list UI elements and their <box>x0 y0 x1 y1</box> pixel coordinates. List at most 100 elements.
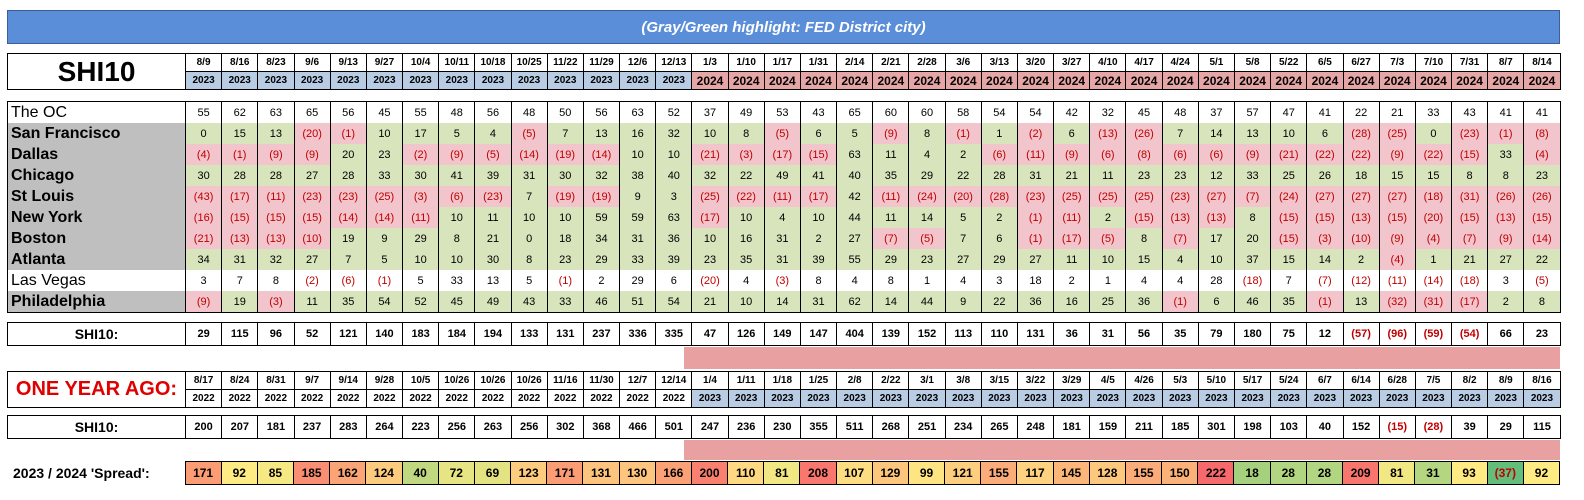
ago-date-cell: 5/24 <box>1270 371 1308 390</box>
value-cell: (25) <box>691 186 729 207</box>
value-cell: 22 <box>980 291 1018 313</box>
spread-cell: 31 <box>1414 461 1452 485</box>
ago-year-cell: 2023 <box>799 389 838 408</box>
total-cell: 152 <box>908 322 946 346</box>
value-cell: 63 <box>836 144 874 165</box>
value-cell: 10 <box>727 207 765 228</box>
value-cell: 19 <box>221 291 259 313</box>
value-cell: 4 <box>944 270 982 291</box>
ago-year-cell: 2023 <box>1089 389 1127 408</box>
value-cell: 52 <box>402 291 440 313</box>
value-cell: 37 <box>1233 249 1272 270</box>
value-cell: (25) <box>1378 123 1416 144</box>
value-cell: 10 <box>438 249 476 270</box>
value-cell: 22 <box>1523 249 1561 270</box>
date-cell: 4/17 <box>1125 53 1163 72</box>
ago-date-cell: 1/18 <box>763 371 801 390</box>
ago-year-cell: 2022 <box>655 389 693 408</box>
ago-total-cell: 368 <box>582 415 621 439</box>
ago-date-cell: 1/25 <box>799 371 838 390</box>
spread-cell: 185 <box>293 461 331 485</box>
spread-cell: 117 <box>1016 461 1054 485</box>
value-cell: 48 <box>510 101 548 123</box>
value-cell: 23 <box>908 249 946 270</box>
value-cell: 13 <box>582 123 621 144</box>
date-cell: 5/1 <box>1197 53 1235 72</box>
value-cell: 14 <box>1197 123 1235 144</box>
ago-year-cell: 2023 <box>908 389 946 408</box>
value-cell: 23 <box>365 144 404 165</box>
value-cell: 32 <box>582 165 621 186</box>
total-cell: 194 <box>474 322 512 346</box>
ago-date-cell: 6/7 <box>1306 371 1344 390</box>
spread-cell: 162 <box>329 461 367 485</box>
total-cell: 36 <box>1053 322 1091 346</box>
value-cell: (5) <box>908 228 946 249</box>
value-cell: 60 <box>908 101 946 123</box>
value-cell: (21) <box>691 144 729 165</box>
total-cell: (57) <box>1342 322 1380 346</box>
value-cell: 5 <box>402 270 440 291</box>
ago-year-cell: 2023 <box>1233 389 1272 408</box>
date-cell: 2/14 <box>836 53 874 72</box>
spread-cell: 124 <box>365 461 403 485</box>
value-cell: 41 <box>799 165 838 186</box>
value-cell: 65 <box>293 101 331 123</box>
total-cell: 29 <box>184 322 223 346</box>
value-cell: (14) <box>365 207 404 228</box>
city-name: Dallas <box>7 144 186 165</box>
ago-date-cell: 8/17 <box>184 371 223 390</box>
ago-date-cell: 6/14 <box>1342 371 1380 390</box>
value-cell: 27 <box>836 228 874 249</box>
ago-total-cell: 40 <box>1306 415 1344 439</box>
table-title: SHI10 <box>7 53 186 90</box>
ago-year-cell: 2023 <box>1487 389 1525 408</box>
value-cell: (7) <box>872 228 910 249</box>
value-cell: 8 <box>257 270 295 291</box>
value-cell: (20) <box>944 186 982 207</box>
value-cell: (14) <box>1523 228 1561 249</box>
date-cell: 12/6 <box>619 53 657 72</box>
value-cell: 5 <box>438 123 476 144</box>
year-cell: 2024 <box>1161 71 1199 90</box>
ago-total-cell: 115 <box>1523 415 1561 439</box>
value-cell: 47 <box>1270 101 1308 123</box>
value-cell: (15) <box>1451 144 1489 165</box>
spread-cell: 130 <box>618 461 656 485</box>
spread-cell: 85 <box>256 461 295 485</box>
value-cell: (8) <box>1523 123 1561 144</box>
ago-year-cell: 2023 <box>1125 389 1163 408</box>
date-cell: 1/3 <box>691 53 729 72</box>
total-cell: 336 <box>619 322 657 346</box>
value-cell: 59 <box>582 207 621 228</box>
value-cell: 43 <box>799 101 838 123</box>
ago-total-cell: 511 <box>836 415 874 439</box>
date-cell: 1/10 <box>727 53 765 72</box>
value-cell: 5 <box>836 123 874 144</box>
ago-year-cell: 2022 <box>546 389 584 408</box>
value-cell: 15 <box>221 123 259 144</box>
value-cell: (14) <box>329 207 367 228</box>
year-cell: 2024 <box>944 71 982 90</box>
value-cell: (43) <box>184 186 223 207</box>
value-cell: (22) <box>1342 144 1380 165</box>
ago-total-cell: 236 <box>727 415 765 439</box>
value-cell: (6) <box>1089 144 1127 165</box>
value-cell: (1) <box>329 123 367 144</box>
value-cell: 7 <box>1161 123 1199 144</box>
value-cell: (15) <box>1125 207 1163 228</box>
total-cell: 115 <box>221 322 259 346</box>
value-cell: (20) <box>293 123 331 144</box>
city-row: Dallas (4) (1) (9) (9) 20 23 (2) (9) (5) (14) (19)(… <box>7 144 1561 165</box>
value-cell: 23 <box>1523 165 1561 186</box>
value-cell: 12 <box>1197 165 1235 186</box>
value-cell: 53 <box>763 101 801 123</box>
value-cell: (1) <box>944 123 982 144</box>
city-row: St Louis (43) (17) (11) (23) (23) (25) (3) (6) (2… <box>7 186 1561 207</box>
spread-cell: 145 <box>1052 461 1090 485</box>
value-cell: 7 <box>1270 270 1308 291</box>
value-cell: (1) <box>1306 291 1344 313</box>
value-cell: (15) <box>1270 228 1308 249</box>
value-cell: 49 <box>727 101 765 123</box>
value-cell: (15) <box>1306 207 1344 228</box>
